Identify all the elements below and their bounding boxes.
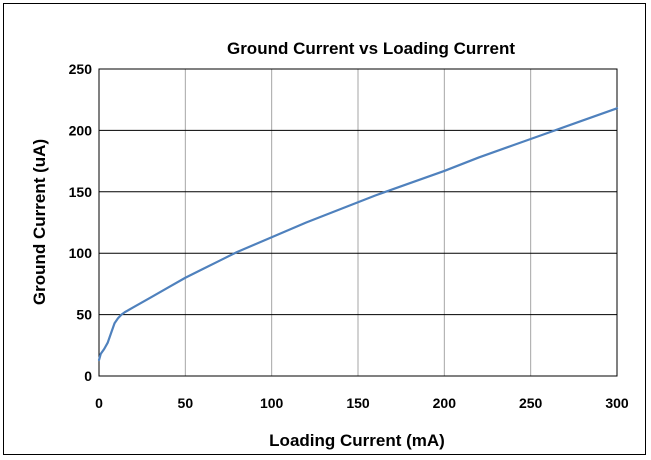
y-tick-labels: 0 50 100 150 200 250 (69, 61, 93, 384)
x-tick-label: 250 (519, 395, 543, 411)
series-line (97, 107, 619, 362)
y-tick-label: 0 (84, 368, 92, 384)
y-axis-title: Ground Current (uA) (30, 139, 49, 305)
x-tick-label: 200 (433, 395, 457, 411)
y-tick-label: 50 (76, 307, 92, 323)
x-axis-title: Loading Current (mA) (269, 431, 445, 450)
x-tick-label: 150 (346, 395, 370, 411)
x-tick-label: 0 (95, 395, 103, 411)
y-tick-label: 100 (69, 245, 93, 261)
x-tick-labels: 0 50 100 150 200 250 300 (95, 395, 629, 411)
y-tick-label: 150 (69, 184, 93, 200)
series-group (97, 107, 619, 362)
y-tick-label: 200 (69, 122, 93, 138)
chart-title: Ground Current vs Loading Current (227, 39, 515, 58)
gridlines (98, 68, 618, 377)
x-tick-label: 100 (260, 395, 284, 411)
x-tick-label: 50 (178, 395, 194, 411)
y-tick-label: 250 (69, 61, 93, 77)
plot-area (98, 68, 618, 377)
x-tick-label: 300 (605, 395, 629, 411)
chart-frame (3, 3, 646, 455)
